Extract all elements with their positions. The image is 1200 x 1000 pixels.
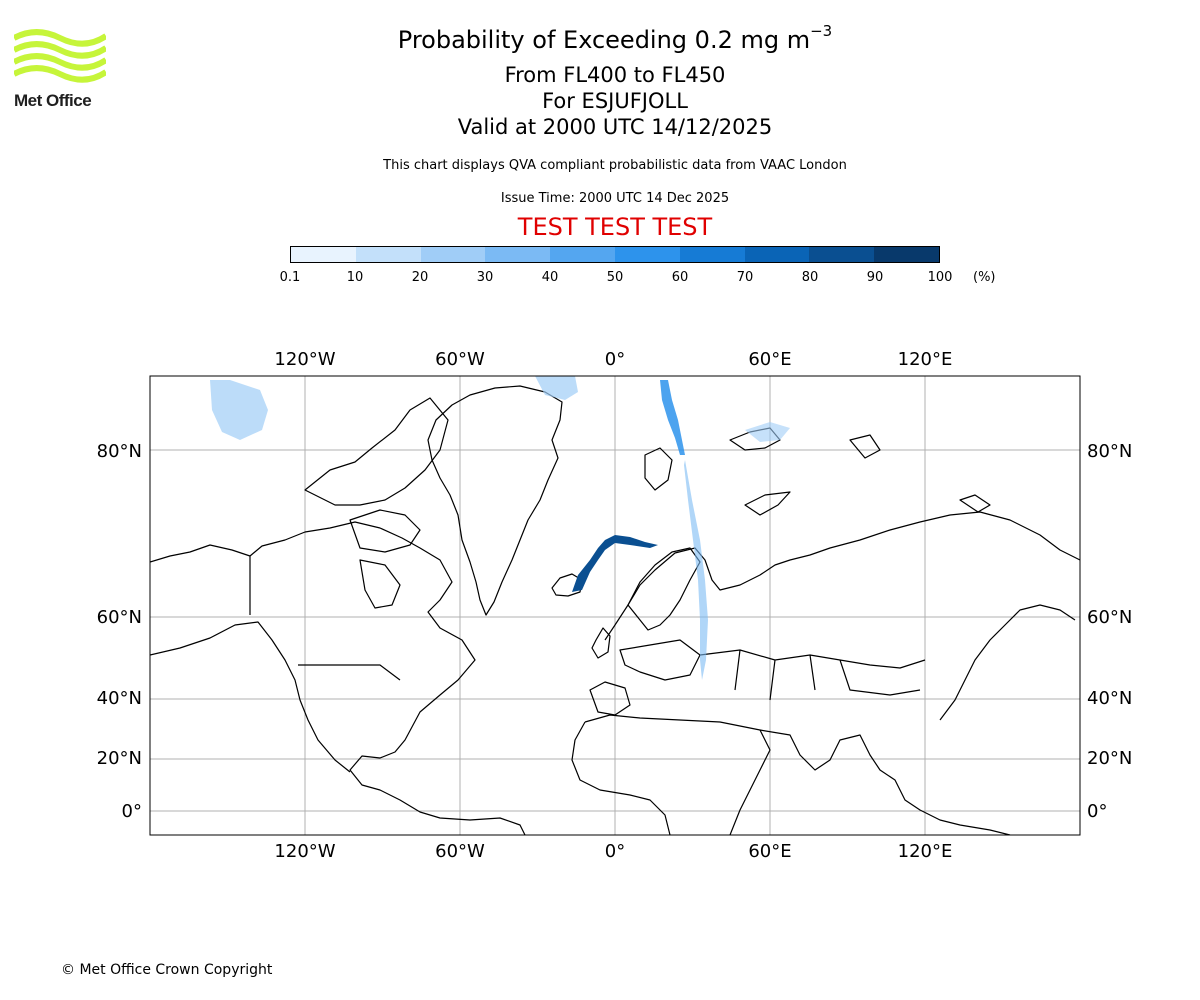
lon-label-top-60w: 60°W (435, 349, 485, 370)
colorbar (290, 246, 940, 263)
coast-scandinavia (627, 547, 701, 631)
logo-waves-icon (14, 29, 106, 83)
colorbar-cell-7 (744, 247, 810, 262)
colorbar-tick-label: 40 (541, 270, 559, 285)
latitude-labels-right: 80°N 60°N 40°N 20°N 0° (1087, 441, 1132, 822)
ash-plume (210, 376, 790, 680)
colorbar-cell-5 (614, 247, 680, 262)
coast-asia-south (759, 729, 1011, 835)
latitude-labels-left: 80°N 60°N 40°N 20°N 0° (97, 441, 142, 822)
map-gridlines (150, 376, 1080, 835)
lat-label-left-40n: 40°N (97, 688, 142, 709)
colorbar-tick-label: 50 (606, 270, 624, 285)
title-text: Probability of Exceeding 0.2 mg m (397, 26, 811, 54)
plume-ne (745, 422, 790, 442)
copyright-notice: © Met Office Crown Copyright (61, 962, 273, 978)
colorbar-cell-1 (355, 247, 421, 262)
coast-hudson (359, 559, 401, 609)
lat-label-left-60n: 60°N (97, 607, 142, 628)
longitude-labels-top: 120°W 60°W 0° 60°E 120°E (274, 349, 952, 370)
colorbar-unit: (%) (973, 270, 996, 285)
plume-secondary (660, 380, 685, 455)
coast-greenland (427, 385, 563, 616)
colorbar-cell-2 (420, 247, 486, 262)
lat-label-right-60n: 60°N (1087, 607, 1132, 628)
valid-time: Valid at 2000 UTC 14/12/2025 (457, 115, 773, 139)
coast-svalbard (644, 447, 673, 491)
coast-siberia-islands (849, 434, 991, 513)
coast-west-america (150, 621, 351, 773)
met-office-logo (14, 29, 106, 83)
volcano-name: For ESJUFJOLL (542, 89, 688, 113)
border-us-canada (298, 664, 401, 681)
lon-label-bottom-0: 0° (605, 841, 625, 862)
colorbar-tick-label: 60 (671, 270, 689, 285)
colorbar-cell-4 (550, 247, 615, 262)
borders-europe (619, 639, 926, 701)
plume-nc (535, 376, 578, 400)
colorbar-tick-label: 100 (927, 270, 953, 285)
coastlines (150, 385, 1080, 835)
colorbar-cell-0 (291, 247, 356, 262)
lon-label-top-0: 0° (605, 349, 625, 370)
map-frame (149, 375, 1081, 836)
plume-nw (210, 380, 268, 440)
logo-text: Met Office (14, 91, 92, 110)
lon-label-top-60e: 60°E (748, 349, 791, 370)
colorbar-tick-label: 90 (866, 270, 884, 285)
coast-east-asia (939, 604, 1076, 721)
coast-north-america (150, 521, 526, 835)
colorbar-tick-label: 0.1 (279, 270, 301, 285)
lat-label-right-20n: 20°N (1087, 748, 1132, 769)
longitude-labels-bottom: 120°W 60°W 0° 60°E 120°E (274, 841, 952, 862)
chart-description: This chart displays QVA compliant probab… (383, 158, 847, 173)
lat-label-left-80n: 80°N (97, 441, 142, 462)
lon-label-top-120w: 120°W (274, 349, 335, 370)
coast-baffin (349, 509, 421, 553)
title-exponent: −3 (810, 22, 833, 40)
coast-arctic-islands (304, 397, 449, 506)
lat-label-left-0: 0° (122, 801, 142, 822)
colorbar-tick-label: 30 (476, 270, 494, 285)
lat-label-right-80n: 80°N (1087, 441, 1132, 462)
lon-label-bottom-60e: 60°E (748, 841, 791, 862)
lat-label-right-0: 0° (1087, 801, 1107, 822)
lon-label-top-120e: 120°E (898, 349, 953, 370)
colorbar-cell-8 (809, 247, 875, 262)
coast-europe (604, 511, 1080, 641)
colorbar-tick-label: 70 (736, 270, 754, 285)
plume-thin (684, 460, 708, 680)
colorbar-tick-label: 10 (346, 270, 364, 285)
test-banner: TEST TEST TEST (517, 213, 713, 241)
chart-title: Probability of Exceeding 0.2 mg m−3 (0, 22, 1200, 54)
colorbar-cell-6 (679, 247, 745, 262)
coast-iberia (589, 681, 631, 716)
colorbar-tick-label: 20 (411, 270, 429, 285)
lat-label-left-20n: 20°N (97, 748, 142, 769)
flight-levels: From FL400 to FL450 (504, 63, 726, 87)
lon-label-bottom-120e: 120°E (898, 841, 953, 862)
lat-label-right-40n: 40°N (1087, 688, 1132, 709)
colorbar-cell-3 (485, 247, 551, 262)
coast-africa-west (571, 721, 671, 835)
coast-uk (591, 627, 611, 659)
colorbar-tick-label: 80 (801, 270, 819, 285)
issue-time: Issue Time: 2000 UTC 14 Dec 2025 (500, 191, 730, 206)
plume-main (572, 535, 658, 592)
lon-label-bottom-120w: 120°W (274, 841, 335, 862)
colorbar-cell-9 (874, 247, 939, 262)
lon-label-bottom-60w: 60°W (435, 841, 485, 862)
